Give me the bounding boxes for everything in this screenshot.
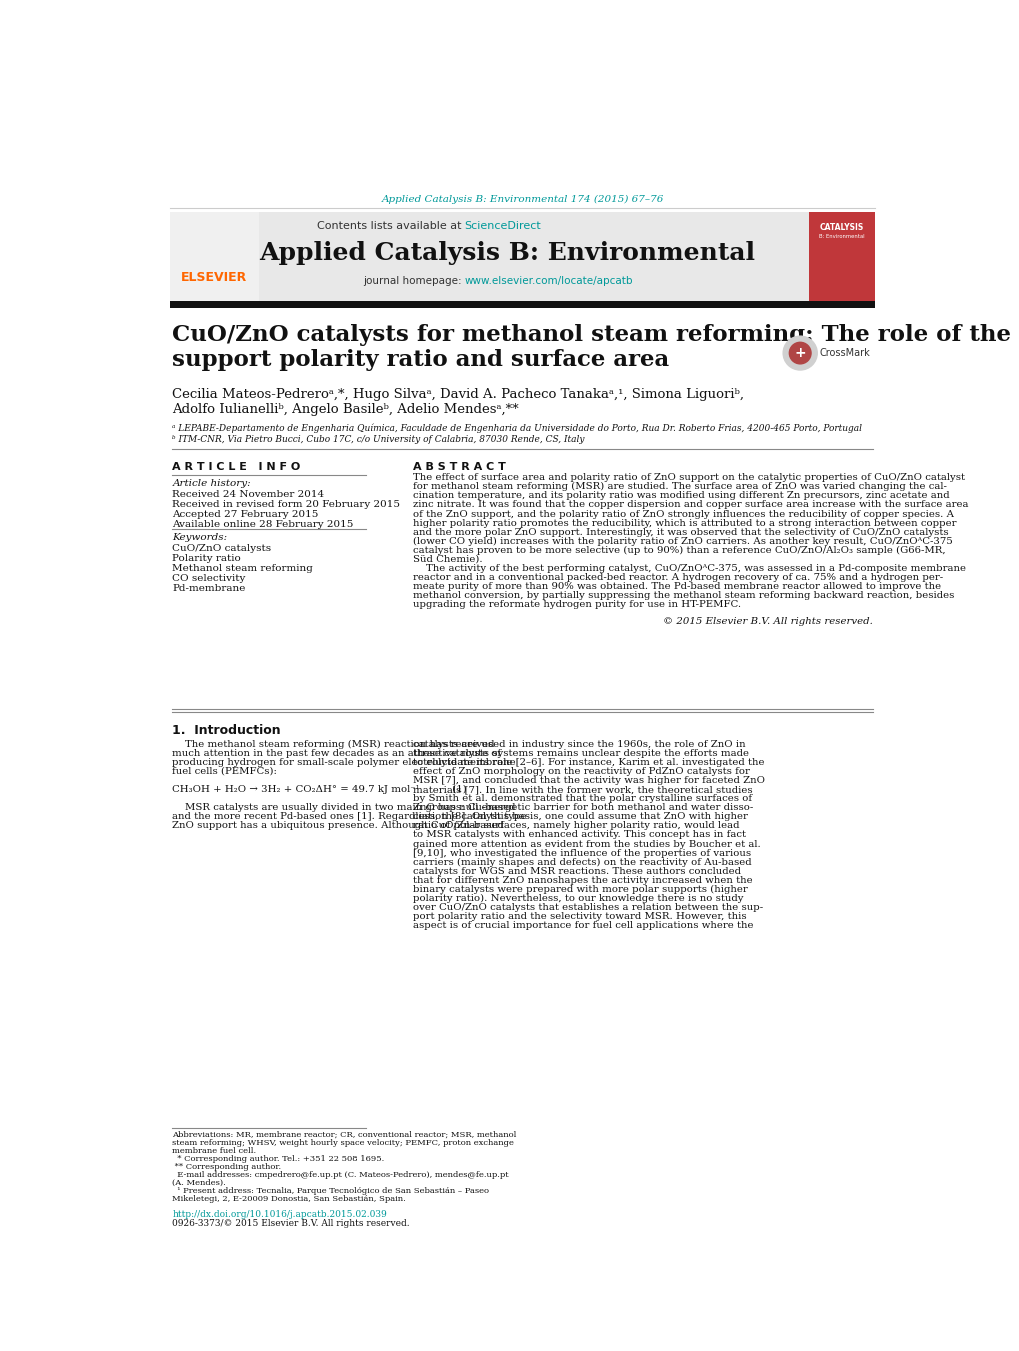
Text: to MSR catalysts with enhanced activity. This concept has in fact: to MSR catalysts with enhanced activity.… (413, 831, 745, 839)
Text: Pd-membrane: Pd-membrane (172, 584, 246, 593)
Text: Applied Catalysis B: Environmental: Applied Catalysis B: Environmental (259, 240, 754, 265)
Text: materials [7]. In line with the former work, the theoretical studies: materials [7]. In line with the former w… (413, 785, 752, 794)
Text: Keywords:: Keywords: (172, 534, 227, 542)
Text: ᵃ LEPABE-Departamento de Engenharia Química, Faculdade de Engenharia da Universi: ᵃ LEPABE-Departamento de Engenharia Quím… (172, 424, 862, 434)
Text: Adolfo Iulianelliᵇ, Angelo Basileᵇ, Adelio Mendesᵃ,**: Adolfo Iulianelliᵇ, Angelo Basileᵇ, Adel… (172, 403, 519, 416)
Text: higher polarity ratio promotes the reducibility, which is attributed to a strong: higher polarity ratio promotes the reduc… (413, 519, 955, 528)
Text: * Corresponding author. Tel.: +351 22 508 1695.: * Corresponding author. Tel.: +351 22 50… (172, 1155, 384, 1163)
Text: upgrading the reformate hydrogen purity for use in HT-PEMFC.: upgrading the reformate hydrogen purity … (413, 600, 740, 609)
Text: meate purity of more than 90% was obtained. The Pd-based membrane reactor allowe: meate purity of more than 90% was obtain… (413, 582, 940, 592)
Text: that for different ZnO nanoshapes the activity increased when the: that for different ZnO nanoshapes the ac… (413, 875, 752, 885)
Text: reactor and in a conventional packed-bed reactor. A hydrogen recovery of ca. 75%: reactor and in a conventional packed-bed… (413, 573, 942, 582)
Text: CrossMark: CrossMark (819, 349, 869, 358)
Text: The effect of surface area and polarity ratio of ZnO support on the catalytic pr: The effect of surface area and polarity … (413, 473, 964, 482)
Circle shape (783, 336, 816, 370)
Text: much attention in the past few decades as an attractive route of: much attention in the past few decades a… (172, 748, 501, 758)
Text: A B S T R A C T: A B S T R A C T (413, 462, 505, 473)
Text: carriers (mainly shapes and defects) on the reactivity of Au-based: carriers (mainly shapes and defects) on … (413, 858, 751, 867)
Text: 0926-3373/© 2015 Elsevier B.V. All rights reserved.: 0926-3373/© 2015 Elsevier B.V. All right… (172, 1219, 410, 1228)
Text: [9,10], who investigated the influence of the properties of various: [9,10], who investigated the influence o… (413, 848, 750, 858)
Bar (809, 212, 874, 301)
Text: these catalysts systems remains unclear despite the efforts made: these catalysts systems remains unclear … (413, 748, 748, 758)
Text: ** Corresponding author.: ** Corresponding author. (172, 1163, 281, 1171)
Text: B: Environmental: B: Environmental (818, 234, 864, 239)
Text: gained more attention as evident from the studies by Boucher et al.: gained more attention as evident from th… (413, 839, 760, 848)
Text: Available online 28 February 2015: Available online 28 February 2015 (172, 520, 354, 530)
Text: Received in revised form 20 February 2015: Received in revised form 20 February 201… (172, 500, 400, 509)
Text: catalysts are used in industry since the 1960s, the role of ZnO in: catalysts are used in industry since the… (413, 739, 745, 748)
Text: Methanol steam reforming: Methanol steam reforming (172, 565, 313, 573)
Text: © 2015 Elsevier B.V. All rights reserved.: © 2015 Elsevier B.V. All rights reserved… (662, 617, 872, 627)
Text: and the more polar ZnO support. Interestingly, it was observed that the selectiv: and the more polar ZnO support. Interest… (413, 528, 948, 536)
Text: Cecilia Mateos-Pedreroᵃ,*, Hugo Silvaᵃ, David A. Pacheco Tanakaᵃ,¹, Simona Liguo: Cecilia Mateos-Pedreroᵃ,*, Hugo Silvaᵃ, … (172, 388, 744, 401)
Text: by Smith et al. demonstrated that the polar crystalline surfaces of: by Smith et al. demonstrated that the po… (413, 794, 751, 802)
Text: of the ZnO support, and the polarity ratio of ZnO strongly influences the reduci: of the ZnO support, and the polarity rat… (413, 509, 953, 519)
Text: catalyst has proven to be more selective (up to 90%) than a reference CuO/ZnO/Al: catalyst has proven to be more selective… (413, 546, 945, 555)
Text: Contents lists available at: Contents lists available at (316, 222, 465, 231)
Text: CuO/ZnO catalysts: CuO/ZnO catalysts (172, 544, 271, 553)
Text: Applied Catalysis B: Environmental 174 (2015) 67–76: Applied Catalysis B: Environmental 174 (… (381, 195, 663, 204)
Text: Article history:: Article history: (172, 480, 251, 488)
Text: (lower CO yield) increases with the polarity ratio of ZnO carriers. As another k: (lower CO yield) increases with the pola… (413, 536, 952, 546)
Text: MSR catalysts are usually divided in two main groups: Cu-based: MSR catalysts are usually divided in two… (172, 804, 516, 812)
Text: Süd Chemie).: Süd Chemie). (413, 555, 482, 563)
Bar (170, 212, 809, 301)
Text: www.elsevier.com/locate/apcatb: www.elsevier.com/locate/apcatb (465, 277, 633, 286)
Text: and the more recent Pd-based ones [1]. Regardless, the catalyst type: and the more recent Pd-based ones [1]. R… (172, 812, 527, 821)
Text: Accepted 27 February 2015: Accepted 27 February 2015 (172, 511, 319, 519)
Text: zinc nitrate. It was found that the copper dispersion and copper surface area in: zinc nitrate. It was found that the copp… (413, 500, 967, 509)
Text: cination temperature, and its polarity ratio was modified using different Zn pre: cination temperature, and its polarity r… (413, 492, 949, 500)
Text: MSR [7], and concluded that the activity was higher for faceted ZnO: MSR [7], and concluded that the activity… (413, 775, 764, 785)
Text: Mikeletegi, 2, E-20009 Donostia, San Sebastián, Spain.: Mikeletegi, 2, E-20009 Donostia, San Seb… (172, 1196, 406, 1204)
Text: fuel cells (PEMFCs):: fuel cells (PEMFCs): (172, 767, 277, 775)
Text: effect of ZnO morphology on the reactivity of PdZnO catalysts for: effect of ZnO morphology on the reactivi… (413, 767, 749, 775)
Text: CO selectivity: CO selectivity (172, 574, 246, 584)
Text: ScienceDirect: ScienceDirect (465, 222, 541, 231)
Text: polarity ratio). Nevertheless, to our knowledge there is no study: polarity ratio). Nevertheless, to our kn… (413, 894, 743, 904)
Text: ZnO has null energetic barrier for both methanol and water disso-: ZnO has null energetic barrier for both … (413, 804, 752, 812)
Text: for methanol steam reforming (MSR) are studied. The surface area of ZnO was vari: for methanol steam reforming (MSR) are s… (413, 482, 946, 492)
Text: support polarity ratio and surface area: support polarity ratio and surface area (172, 349, 668, 372)
Text: ratio of polar surfaces, namely higher polarity ratio, would lead: ratio of polar surfaces, namely higher p… (413, 821, 739, 831)
Text: journal homepage:: journal homepage: (363, 277, 465, 286)
Text: producing hydrogen for small-scale polymer electrolyte membrane: producing hydrogen for small-scale polym… (172, 758, 516, 767)
Text: ᵇ ITM-CNR, Via Pietro Bucci, Cubo 17C, c/o University of Calabria, 87030 Rende, : ᵇ ITM-CNR, Via Pietro Bucci, Cubo 17C, c… (172, 435, 584, 443)
Bar (170, 301, 874, 308)
Text: membrane fuel cell.: membrane fuel cell. (172, 1147, 257, 1155)
Circle shape (789, 342, 810, 363)
Text: ZnO support has a ubiquitous presence. Although CuO/Zn-based: ZnO support has a ubiquitous presence. A… (172, 821, 503, 831)
Text: +: + (794, 346, 805, 361)
Text: E-mail addresses: cmpedrero@fe.up.pt (C. Mateos-Pedrero), mendes@fe.up.pt: E-mail addresses: cmpedrero@fe.up.pt (C.… (172, 1171, 508, 1179)
Text: CH₃OH + H₂O → 3H₂ + CO₂ΔH° = 49.7 kJ mol⁻¹          (1): CH₃OH + H₂O → 3H₂ + CO₂ΔH° = 49.7 kJ mol… (172, 785, 467, 794)
Text: CATALYSIS: CATALYSIS (819, 223, 863, 232)
Text: (A. Mendes).: (A. Mendes). (172, 1179, 226, 1188)
Bar (170, 212, 259, 301)
Text: The activity of the best performing catalyst, CuO/ZnOᴬC-375, was assessed in a P: The activity of the best performing cata… (413, 565, 965, 573)
Text: methanol conversion, by partially suppressing the methanol steam reforming backw: methanol conversion, by partially suppre… (413, 592, 953, 600)
Text: binary catalysts were prepared with more polar supports (higher: binary catalysts were prepared with more… (413, 885, 747, 894)
Text: steam reforming; WHSV, weight hourly space velocity; PEMFC, proton exchange: steam reforming; WHSV, weight hourly spa… (172, 1139, 514, 1147)
Text: http://dx.doi.org/10.1016/j.apcatb.2015.02.039: http://dx.doi.org/10.1016/j.apcatb.2015.… (172, 1209, 387, 1219)
Text: aspect is of crucial importance for fuel cell applications where the: aspect is of crucial importance for fuel… (413, 921, 752, 931)
Text: ELSEVIER: ELSEVIER (181, 272, 248, 284)
Text: Abbreviations: MR, membrane reactor; CR, conventional reactor; MSR, methanol: Abbreviations: MR, membrane reactor; CR,… (172, 1131, 517, 1139)
Text: to elucidate its role [2–6]. For instance, Karim et al. investigated the: to elucidate its role [2–6]. For instanc… (413, 758, 763, 767)
Text: Polarity ratio: Polarity ratio (172, 554, 240, 563)
Text: CuO/ZnO catalysts for methanol steam reforming: The role of the: CuO/ZnO catalysts for methanol steam ref… (172, 324, 1011, 346)
Text: over CuO/ZnO catalysts that establishes a relation between the sup-: over CuO/ZnO catalysts that establishes … (413, 904, 762, 912)
Text: port polarity ratio and the selectivity toward MSR. However, this: port polarity ratio and the selectivity … (413, 912, 746, 921)
Text: ciation [8]. On this basis, one could assume that ZnO with higher: ciation [8]. On this basis, one could as… (413, 812, 747, 821)
Text: Received 24 November 2014: Received 24 November 2014 (172, 490, 324, 499)
Text: ¹ Present address: Tecnalia, Parque Tecnológico de San Sebastián – Paseo: ¹ Present address: Tecnalia, Parque Tecn… (172, 1188, 489, 1196)
Text: A R T I C L E   I N F O: A R T I C L E I N F O (172, 462, 301, 473)
Text: 1.  Introduction: 1. Introduction (172, 724, 281, 738)
Text: The methanol steam reforming (MSR) reaction has received: The methanol steam reforming (MSR) react… (172, 739, 494, 748)
Text: catalysts for WGS and MSR reactions. These authors concluded: catalysts for WGS and MSR reactions. The… (413, 867, 740, 875)
